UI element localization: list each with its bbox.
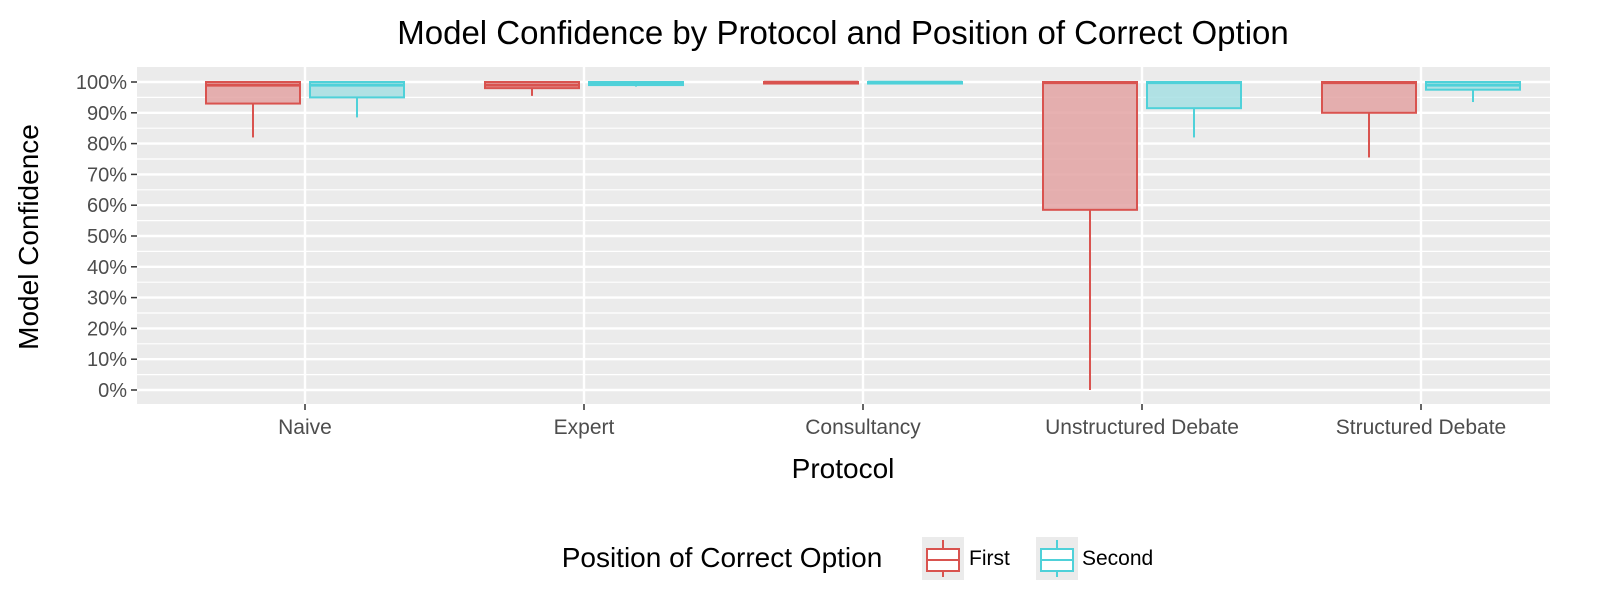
y-tick-label: 50% (87, 226, 127, 248)
y-tick-label: 70% (87, 164, 127, 186)
x-tick-label: Structured Debate (1336, 416, 1506, 439)
y-tick-label: 90% (87, 103, 127, 125)
legend-label-first: First (969, 547, 1010, 570)
y-tick-label: 30% (87, 288, 127, 310)
y-axis: 0% 10% 20% 30% 40% 50% 60% 70% 80% 90% 100% (76, 72, 137, 402)
x-tick-label: Unstructured Debate (1045, 416, 1239, 439)
y-tick-label: 100% (76, 72, 127, 94)
x-tick-label: Naive (278, 416, 332, 439)
box-first-naive (205, 81, 301, 138)
box-iqr (1042, 81, 1138, 211)
box-second-structured-debate (1425, 81, 1521, 103)
x-axis-title: Protocol (792, 453, 895, 484)
y-axis-title: Model Confidence (13, 124, 44, 350)
x-tick-label: Consultancy (805, 416, 921, 439)
y-tick-label: 0% (98, 380, 127, 402)
box-iqr (1321, 81, 1417, 114)
box-second-naive (309, 81, 405, 118)
box-iqr (1146, 81, 1242, 110)
box-second-unstructured-debate (1146, 81, 1242, 138)
y-tick-label: 40% (87, 257, 127, 279)
box-first-consultancy (763, 80, 859, 85)
legend-label-second: Second (1082, 547, 1153, 570)
box-first-unstructured-debate (1042, 81, 1138, 390)
box-first-expert (484, 81, 580, 96)
x-axis: Naive Expert Consultancy Unstructured Debat… (278, 404, 1506, 439)
box-first-structured-debate (1321, 81, 1417, 158)
legend-item-first: First (922, 537, 1010, 580)
legend: Position of Correct Option First Second (562, 537, 1153, 580)
y-tick-label: 80% (87, 134, 127, 156)
grid-layer (137, 67, 1550, 404)
legend-item-second: Second (1036, 537, 1153, 580)
box-second-expert (588, 81, 684, 87)
y-tick-label: 10% (87, 349, 127, 371)
boxes-layer (205, 80, 1521, 390)
chart-title: Model Confidence by Protocol and Positio… (397, 14, 1288, 51)
y-tick-label: 20% (87, 318, 127, 340)
legend-title: Position of Correct Option (562, 542, 883, 573)
legend-items: First Second (922, 537, 1153, 580)
legend-key-first (922, 537, 964, 580)
y-tick-label: 60% (87, 195, 127, 217)
legend-key-second (1036, 537, 1078, 580)
box-iqr (205, 81, 301, 105)
x-tick-label: Expert (554, 416, 615, 439)
box-second-consultancy (867, 80, 963, 85)
